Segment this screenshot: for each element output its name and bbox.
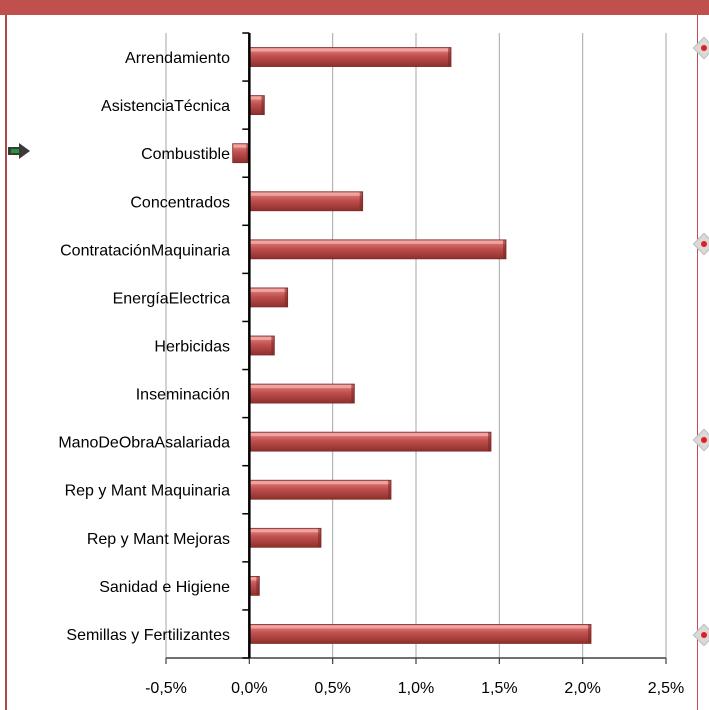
category-label: EnergíaElectrica xyxy=(113,290,230,307)
bar-highlight xyxy=(233,144,249,148)
category-label: ManoDeObraAsalariada xyxy=(58,435,230,452)
chart-left-border xyxy=(5,15,7,710)
category-label: ContrataciónMaquinaria xyxy=(60,242,230,259)
axes xyxy=(165,32,667,664)
x-tick-label: 1,5% xyxy=(481,680,517,697)
bar-end-cap xyxy=(503,239,506,259)
x-tick-label: -0,5% xyxy=(145,680,187,697)
category-label: Herbicidas xyxy=(154,339,230,356)
category-label: Sanidad e Higiene xyxy=(99,579,230,596)
category-label: Semillas y Fertilizantes xyxy=(66,627,230,644)
bar-end-cap xyxy=(318,528,321,548)
chart-right-border xyxy=(697,15,698,710)
bar-end-cap xyxy=(246,143,250,163)
bar-end-cap xyxy=(359,191,363,211)
category-label: Inseminación xyxy=(136,387,230,404)
bar-end-cap xyxy=(588,624,591,644)
x-tick-label: 2,0% xyxy=(564,680,600,697)
gridlines xyxy=(165,33,667,658)
category-label: Rep y Mant Mejoras xyxy=(87,531,230,548)
bar-end-cap xyxy=(448,47,451,67)
bar-highlight xyxy=(250,337,274,340)
bar-highlight xyxy=(250,240,505,244)
x-tick-label: 0,5% xyxy=(314,680,350,697)
category-label: Arrendamiento xyxy=(125,50,230,67)
green-arrow-icon[interactable] xyxy=(6,142,32,160)
x-tick-label: 2,5% xyxy=(648,680,684,697)
x-tick-label: 1,0% xyxy=(398,680,434,697)
category-label: AsistenciaTécnica xyxy=(101,98,230,115)
bar-highlight xyxy=(250,48,450,52)
bar-end-cap xyxy=(271,336,275,355)
bars xyxy=(232,47,592,644)
category-label: Combustible xyxy=(141,146,230,163)
bar-highlight xyxy=(250,385,354,389)
x-tick-label: 0,0% xyxy=(231,680,267,697)
bar-highlight xyxy=(250,481,390,485)
bar-end-cap xyxy=(488,432,491,452)
category-label: Rep y Mant Maquinaria xyxy=(65,483,231,500)
bar-end-cap xyxy=(351,384,355,404)
x-tick-labels: -0,5% 0,0% 0,5% 1,0% 1,5% 2,0% 2,5% xyxy=(145,680,684,697)
chart-top-border xyxy=(0,0,709,15)
category-labels: Arrendamiento AsistenciaTécnica Combustibl… xyxy=(58,50,230,644)
bar-highlight xyxy=(250,625,591,629)
category-label: Concentrados xyxy=(130,194,230,211)
bar-highlight xyxy=(250,96,264,100)
bar-end-cap xyxy=(284,287,288,307)
bar-highlight xyxy=(250,529,320,533)
bar-highlight xyxy=(250,433,490,437)
bar-highlight xyxy=(250,288,287,292)
bar-highlight xyxy=(250,192,362,196)
bar-highlight xyxy=(250,577,259,581)
bar-end-cap xyxy=(261,95,265,115)
bar-end-cap xyxy=(388,480,391,500)
bar-end-cap xyxy=(256,576,260,596)
